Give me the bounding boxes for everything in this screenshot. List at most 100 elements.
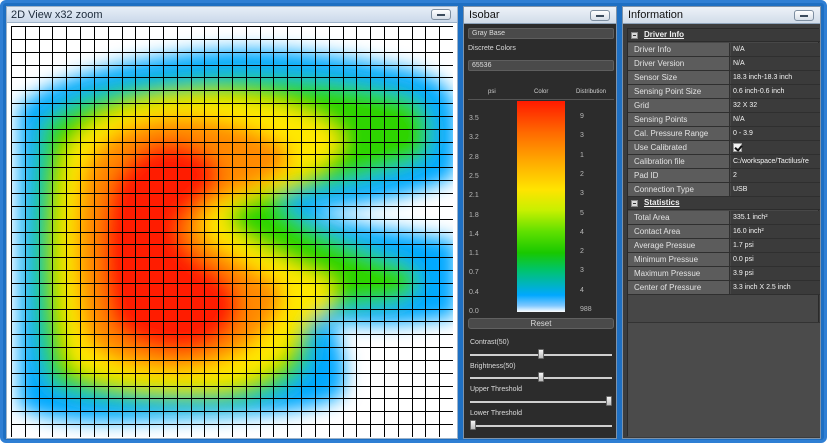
upper-threshold-handle[interactable] [606,396,612,406]
use-calibrated-checkbox[interactable] [733,143,742,152]
psi-column-header: psi [488,89,496,95]
driver-info-row[interactable]: Driver Info N/A [628,43,820,57]
contrast-label: Contrast(50) [470,339,509,346]
statistics-key: Minimum Pressue [628,253,730,266]
driver-info-row[interactable]: Sensing Points N/A [628,113,820,127]
distribution-tick-label: 5 [580,210,584,217]
driver-info-key: Driver Info [628,43,730,56]
driver-info-row[interactable]: Calibration file C:/workspace/Tactilus/re [628,155,820,169]
statistics-value: 3.3 inch X 2.5 inch [731,281,820,294]
upper-threshold-track[interactable] [470,401,612,403]
property-grid-empty-area [628,322,820,437]
reset-button[interactable]: Reset [468,318,614,329]
psi-tick-label: 2.8 [469,154,479,161]
lower-threshold-handle[interactable] [470,420,476,430]
psi-tick-label: 0.0 [469,308,479,315]
distribution-tick-label: 3 [580,267,584,274]
statistics-key: Total Area [628,211,730,224]
distribution-column-header: Distribution [576,89,607,95]
distribution-tick-label: 2 [580,248,584,255]
statistics-row[interactable]: Center of Pressure 3.3 inch X 2.5 inch [628,281,820,295]
distribution-tick-label: 9 [580,113,584,120]
driver-info-row[interactable]: Sensor Size 18.3 inch-18.3 inch [628,71,820,85]
driver-info-value: C:/workspace/Tactilus/re [731,155,820,168]
view-title-bar: 2D View x32 zoom [7,7,457,23]
driver-info-value: N/A [731,113,820,126]
driver-info-key: Pad ID [628,169,730,182]
statistics-row[interactable]: Minimum Pressue 0.0 psi [628,253,820,267]
isobar-panel: Isobar Gray Base Discrete Colors 65536 p… [463,6,617,439]
colors-mode-label[interactable]: Discrete Colors [468,45,516,52]
isobar-title: Isobar [469,9,500,21]
sensor-grid [11,26,453,437]
driver-info-key: Connection Type [628,183,730,196]
distribution-tick-label: 2 [580,171,584,178]
driver-info-key: Grid [628,99,730,112]
driver-info-key: Calibration file [628,155,730,168]
statistics-value: 3.9 psi [731,267,820,280]
view-panel: 2D View x32 zoom [6,6,458,439]
driver-info-row[interactable]: Cal. Pressure Range 0 - 3.9 [628,127,820,141]
psi-tick-label: 1.4 [469,231,479,238]
view-minimize-button[interactable] [431,9,451,20]
driver-info-key: Use Calibrated [628,141,730,154]
statistics-row[interactable]: Maximum Pressue 3.9 psi [628,267,820,281]
statistics-row[interactable]: Total Area 335.1 inch² [628,211,820,225]
driver-info-key: Cal. Pressure Range [628,127,730,140]
distribution-tick-label: 3 [580,132,584,139]
psi-tick-label: 3.5 [469,115,479,122]
psi-tick-label: 2.5 [469,173,479,180]
driver-info-key: Sensing Point Size [628,85,730,98]
brightness-slider-handle[interactable] [538,372,544,382]
driver-info-row[interactable]: Use Calibrated [628,141,820,155]
driver-info-section-title: Driver Info [644,30,685,39]
information-header: Information [623,7,820,24]
distribution-tick-label: 1 [580,152,584,159]
distribution-tick-label: 4 [580,229,584,236]
statistics-key: Average Pressue [628,239,730,252]
color-column-header: Color [534,89,549,95]
statistics-section[interactable]: Statistics [628,197,820,210]
driver-info-value: USB [731,183,820,196]
driver-info-row[interactable]: Pad ID 2 [628,169,820,183]
driver-info-key: Sensor Size [628,71,730,84]
driver-info-value: N/A [731,57,820,70]
driver-info-row[interactable]: Grid 32 X 32 [628,99,820,113]
distribution-tick-label: 3 [580,190,584,197]
collapse-icon[interactable] [631,200,638,207]
driver-info-value: 18.3 inch-18.3 inch [731,71,820,84]
driver-info-value: N/A [731,43,820,56]
heatmap-svg [11,26,453,437]
statistics-key: Center of Pressure [628,281,730,294]
view-title: 2D View x32 zoom [11,9,103,21]
lower-threshold-track[interactable] [470,425,612,427]
upper-threshold-label: Upper Threshold [470,386,523,393]
statistics-row[interactable]: Average Pressue 1.7 psi [628,239,820,253]
information-panel: Information Driver Info Statistics Drive… [622,6,821,439]
levels-select[interactable]: 65536 [468,60,614,71]
minimize-icon [596,15,604,17]
base-select[interactable]: Gray Base [468,28,614,39]
isobar-header: Isobar [464,7,616,24]
driver-info-value: 32 X 32 [731,99,820,112]
lower-threshold-label: Lower Threshold [470,410,523,417]
information-minimize-button[interactable] [794,10,814,21]
driver-info-row[interactable]: Sensing Point Size 0.6 inch-0.6 inch [628,85,820,99]
psi-tick-label: 0.7 [469,269,479,276]
psi-tick-label: 1.1 [469,250,479,257]
driver-info-row[interactable]: Connection Type USB [628,183,820,197]
property-grid: Driver Info Statistics Driver Info N/A Dri… [627,28,820,437]
statistics-value: 1.7 psi [731,239,820,252]
collapse-icon[interactable] [631,32,638,39]
driver-info-section[interactable]: Driver Info [628,29,820,42]
driver-info-value[interactable] [731,141,820,154]
driver-info-value: 0.6 inch-0.6 inch [731,85,820,98]
statistics-section-title: Statistics [644,198,680,207]
statistics-key: Maximum Pressue [628,267,730,280]
driver-info-row[interactable]: Driver Version N/A [628,57,820,71]
contrast-slider-handle[interactable] [538,349,544,359]
driver-info-key: Sensing Points [628,113,730,126]
statistics-row[interactable]: Contact Area 16.0 inch² [628,225,820,239]
pressure-heatmap[interactable] [11,26,453,437]
isobar-minimize-button[interactable] [590,10,610,21]
